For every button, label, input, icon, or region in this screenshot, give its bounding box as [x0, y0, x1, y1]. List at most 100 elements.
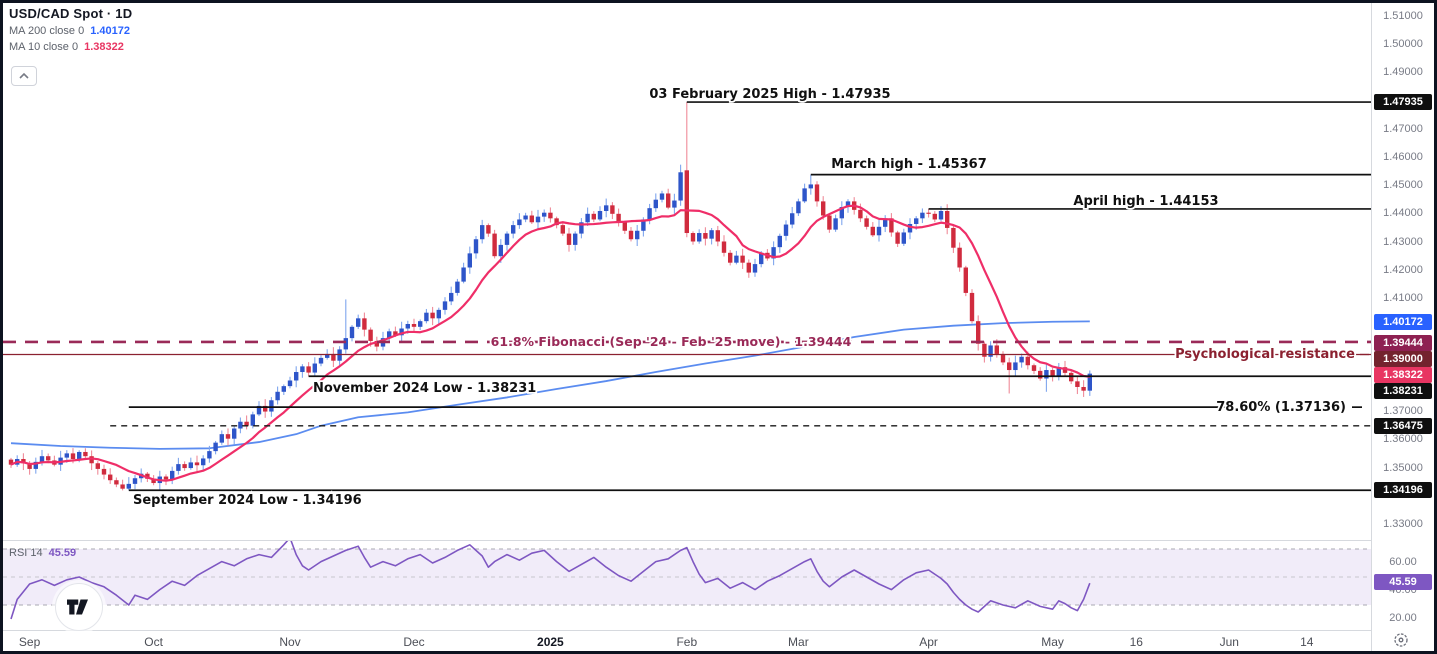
- candle-down[interactable]: [120, 484, 125, 489]
- level-label-nov_low[interactable]: November 2024 Low - 1.38231: [311, 379, 538, 398]
- price-pane[interactable]: 03 February 2025 High - 1.47935 March hig…: [3, 3, 1371, 540]
- candle-up[interactable]: [418, 321, 423, 327]
- candle-up[interactable]: [399, 328, 404, 336]
- candle-down[interactable]: [21, 459, 26, 464]
- price-chart-canvas[interactable]: 03 February 2025 High - 1.47935 March hig…: [3, 3, 1371, 540]
- candle-down[interactable]: [486, 225, 491, 234]
- candle-up[interactable]: [219, 434, 224, 443]
- candle-up[interactable]: [1013, 362, 1018, 371]
- candle-up[interactable]: [473, 239, 479, 254]
- candle-down[interactable]: [1025, 356, 1030, 366]
- level-label-sep_low[interactable]: September 2024 Low - 1.34196: [131, 491, 363, 510]
- ma10-line[interactable]: [10, 204, 1090, 482]
- candle-down[interactable]: [932, 213, 937, 220]
- candle-down[interactable]: [46, 456, 51, 461]
- candle-down[interactable]: [864, 218, 869, 227]
- candle-up[interactable]: [498, 244, 503, 257]
- candle-up[interactable]: [442, 301, 448, 310]
- candle-up[interactable]: [294, 372, 299, 381]
- candle-down[interactable]: [628, 230, 634, 240]
- candle-down[interactable]: [715, 230, 720, 242]
- candle-down[interactable]: [374, 340, 379, 347]
- candle-down[interactable]: [746, 262, 751, 273]
- candle-down[interactable]: [101, 468, 107, 475]
- candle-down[interactable]: [263, 405, 268, 412]
- candle-up[interactable]: [542, 212, 547, 217]
- candle-up[interactable]: [1056, 367, 1061, 376]
- time-axis[interactable]: Sep Oct Nov Dec 2025 Feb Mar Apr May 16 Jun 14: [3, 630, 1371, 651]
- candle-down[interactable]: [529, 215, 534, 223]
- candle-up[interactable]: [876, 226, 882, 236]
- candle-down[interactable]: [1075, 381, 1080, 387]
- candle-up[interactable]: [659, 193, 665, 200]
- candle-up[interactable]: [833, 218, 838, 230]
- candle-down[interactable]: [1050, 370, 1055, 376]
- ma10-legend-row[interactable]: MA 10 close 0 1.38322: [9, 41, 132, 53]
- candle-up[interactable]: [697, 233, 702, 242]
- candle-down[interactable]: [108, 474, 113, 481]
- candle-up[interactable]: [405, 323, 410, 329]
- candle-down[interactable]: [114, 480, 119, 485]
- level-label-feb_high[interactable]: 03 February 2025 High - 1.47935: [648, 85, 893, 104]
- candle-up[interactable]: [672, 200, 677, 208]
- candle-up[interactable]: [777, 235, 782, 248]
- candle-up[interactable]: [275, 391, 280, 401]
- candle-up[interactable]: [449, 292, 454, 302]
- candle-down[interactable]: [1007, 362, 1012, 371]
- candle-down[interactable]: [70, 453, 76, 460]
- candle-up[interactable]: [504, 233, 510, 245]
- candle-up[interactable]: [33, 461, 38, 469]
- candle-up[interactable]: [585, 213, 590, 223]
- candle-up[interactable]: [213, 442, 218, 452]
- candle-down[interactable]: [982, 343, 987, 357]
- candle-up[interactable]: [467, 253, 472, 268]
- candle-down[interactable]: [963, 267, 968, 293]
- candle-down[interactable]: [560, 225, 565, 234]
- rsi-pane[interactable]: RSI 14 45.59: [3, 540, 1371, 630]
- candle-up[interactable]: [517, 219, 522, 226]
- candle-up[interactable]: [597, 210, 603, 220]
- candle-up[interactable]: [914, 218, 919, 224]
- candle-down[interactable]: [566, 233, 572, 245]
- candle-down[interactable]: [889, 218, 894, 233]
- candle-up[interactable]: [170, 470, 175, 480]
- candle-down[interactable]: [951, 227, 956, 248]
- candle-up[interactable]: [759, 252, 764, 265]
- candle-up[interactable]: [523, 215, 528, 220]
- candle-up[interactable]: [901, 232, 906, 244]
- candle-up[interactable]: [920, 212, 925, 219]
- candle-down[interactable]: [411, 323, 417, 327]
- candle-up[interactable]: [312, 363, 317, 373]
- tradingview-logo[interactable]: [55, 583, 103, 631]
- candle-up[interactable]: [188, 462, 193, 469]
- candle-down[interactable]: [1069, 372, 1074, 382]
- candle-down[interactable]: [554, 218, 559, 226]
- candle-down[interactable]: [368, 329, 373, 341]
- collapse-legend-button[interactable]: [11, 66, 37, 86]
- candle-up[interactable]: [1087, 373, 1092, 391]
- candle-up[interactable]: [907, 223, 913, 233]
- candle-down[interactable]: [728, 252, 733, 263]
- candle-down[interactable]: [95, 463, 100, 469]
- candle-down[interactable]: [163, 476, 169, 480]
- candle-up[interactable]: [318, 357, 324, 364]
- candle-down[interactable]: [331, 353, 336, 361]
- candle-down[interactable]: [994, 345, 999, 354]
- symbol-title[interactable]: USD/CAD Spot · 1D: [9, 6, 133, 21]
- level-label-psych[interactable]: Psychological resistance: [1173, 345, 1357, 364]
- candle-up[interactable]: [126, 483, 131, 489]
- candle-down[interactable]: [1031, 365, 1037, 371]
- candle-up[interactable]: [783, 224, 789, 236]
- candle-up[interactable]: [653, 199, 658, 209]
- candle-up[interactable]: [238, 421, 243, 429]
- candle-down[interactable]: [821, 201, 826, 216]
- candle-down[interactable]: [827, 215, 832, 230]
- candle-up[interactable]: [573, 233, 578, 245]
- candle-up[interactable]: [436, 309, 441, 319]
- candle-down[interactable]: [89, 456, 94, 464]
- candle-up[interactable]: [635, 230, 640, 240]
- candle-down[interactable]: [1000, 353, 1006, 363]
- candle-up[interactable]: [232, 428, 237, 439]
- candle-up[interactable]: [1019, 356, 1024, 363]
- candle-down[interactable]: [666, 193, 671, 208]
